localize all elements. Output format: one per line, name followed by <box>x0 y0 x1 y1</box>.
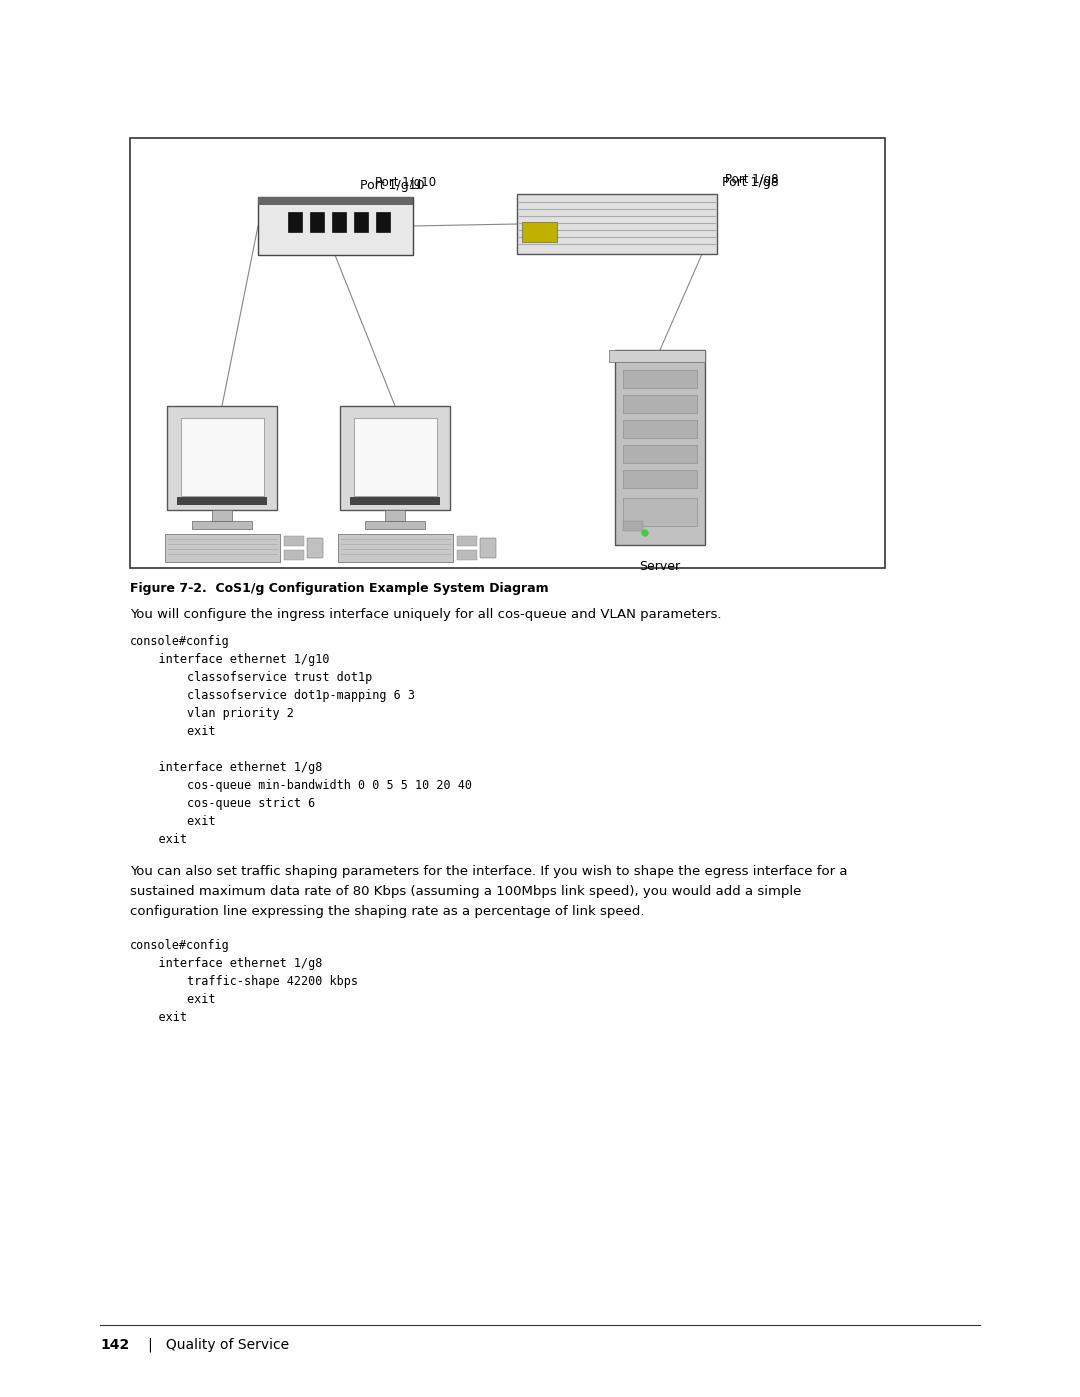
Bar <box>623 521 643 531</box>
Bar <box>354 212 368 232</box>
Bar <box>623 395 697 414</box>
Text: You will configure the ingress interface uniquely for all cos-queue and VLAN par: You will configure the ingress interface… <box>130 608 721 622</box>
Bar <box>376 212 390 232</box>
Bar <box>340 407 450 510</box>
Bar <box>192 521 252 529</box>
Text: vlan priority 2: vlan priority 2 <box>130 707 294 719</box>
Text: console#config: console#config <box>130 939 230 951</box>
Bar <box>517 194 717 254</box>
Text: configuration line expressing the shaping rate as a percentage of link speed.: configuration line expressing the shapin… <box>130 905 645 918</box>
Circle shape <box>642 529 648 536</box>
Bar <box>284 536 303 546</box>
Text: 142: 142 <box>100 1338 130 1352</box>
Bar <box>384 510 405 521</box>
Bar <box>623 497 697 527</box>
Bar <box>457 536 477 546</box>
Text: interface ethernet 1/g8: interface ethernet 1/g8 <box>130 761 322 774</box>
Bar <box>350 497 440 504</box>
Text: exit: exit <box>130 1011 187 1024</box>
Bar <box>365 521 426 529</box>
Bar <box>338 534 453 562</box>
Text: exit: exit <box>130 833 187 847</box>
Bar <box>258 197 413 205</box>
Text: Port 1/g8: Port 1/g8 <box>723 176 779 189</box>
Text: cos-queue min-bandwidth 0 0 5 5 10 20 40: cos-queue min-bandwidth 0 0 5 5 10 20 40 <box>130 780 472 792</box>
Text: interface ethernet 1/g8: interface ethernet 1/g8 <box>130 957 322 970</box>
Text: Port 1/g8: Port 1/g8 <box>725 173 779 186</box>
Bar <box>310 212 324 232</box>
Bar <box>258 197 413 256</box>
Text: exit: exit <box>130 993 216 1006</box>
Text: exit: exit <box>130 814 216 828</box>
FancyBboxPatch shape <box>307 538 323 557</box>
Bar <box>130 138 885 569</box>
Text: traffic-shape 42200 kbps: traffic-shape 42200 kbps <box>130 975 357 988</box>
Text: |   Quality of Service: | Quality of Service <box>135 1338 289 1352</box>
Bar <box>609 351 705 362</box>
Text: Port 1/g10: Port 1/g10 <box>360 179 424 191</box>
Bar <box>167 407 276 510</box>
Text: Server: Server <box>639 560 680 573</box>
Bar <box>212 510 232 521</box>
Bar <box>623 469 697 488</box>
Text: interface ethernet 1/g10: interface ethernet 1/g10 <box>130 652 329 666</box>
Bar <box>623 446 697 462</box>
Bar <box>615 351 705 545</box>
Text: You can also set traffic shaping parameters for the interface. If you wish to sh: You can also set traffic shaping paramet… <box>130 865 848 877</box>
Bar <box>288 212 302 232</box>
Text: console#config: console#config <box>130 636 230 648</box>
Text: Figure 7-2.: Figure 7-2. <box>130 583 206 595</box>
Bar <box>165 534 280 562</box>
Bar <box>177 497 267 504</box>
Text: sustained maximum data rate of 80 Kbps (assuming a 100Mbps link speed), you woul: sustained maximum data rate of 80 Kbps (… <box>130 886 801 898</box>
Text: cos-queue strict 6: cos-queue strict 6 <box>130 798 315 810</box>
Bar <box>354 418 437 496</box>
Text: classofservice trust dot1p: classofservice trust dot1p <box>130 671 373 685</box>
Bar <box>332 212 346 232</box>
Bar <box>623 370 697 388</box>
Bar <box>181 418 264 496</box>
Bar <box>522 222 557 242</box>
Bar <box>284 550 303 560</box>
Bar <box>457 550 477 560</box>
Bar <box>623 420 697 439</box>
Text: CoS1/g Configuration Example System Diagram: CoS1/g Configuration Example System Diag… <box>198 583 549 595</box>
Text: Port 1/g10: Port 1/g10 <box>375 176 436 189</box>
Text: exit: exit <box>130 725 216 738</box>
Text: classofservice dot1p-mapping 6 3: classofservice dot1p-mapping 6 3 <box>130 689 415 703</box>
FancyBboxPatch shape <box>480 538 496 557</box>
